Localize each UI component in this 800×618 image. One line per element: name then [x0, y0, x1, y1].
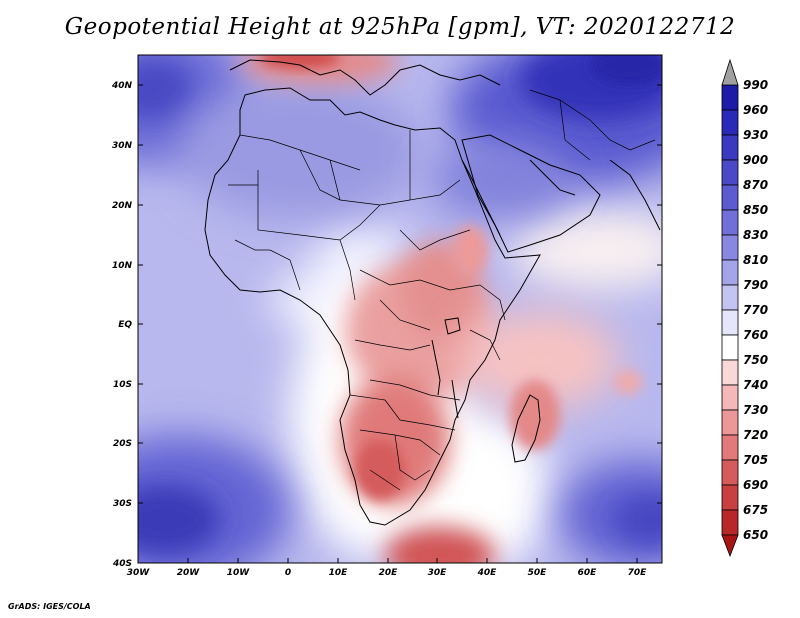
colorbar-label: 930 [743, 128, 768, 142]
southern-african-low [385, 527, 495, 563]
madagascar-low [510, 380, 560, 450]
colorbar-label: 705 [743, 453, 768, 467]
colorbar-label: 740 [743, 378, 768, 392]
lat-label: 10N [112, 261, 133, 271]
height-field [138, 55, 662, 563]
colorbar-label: 720 [743, 428, 768, 442]
lat-label: 30S [113, 499, 132, 509]
lon-label: 10W [227, 568, 251, 578]
colorbar-boxes [721, 84, 739, 536]
lat-label: 20N [112, 201, 133, 211]
lon-label: 70E [628, 568, 648, 578]
lake-tanganyika [431, 339, 441, 396]
red-sea [461, 159, 501, 236]
lat-label: 40N [111, 81, 133, 91]
lat-label: 40S [112, 559, 132, 569]
low-pressure [240, 55, 642, 563]
lake-victoria [444, 317, 461, 335]
colorbar-label: 690 [743, 478, 768, 492]
lat-labels: 40N 30N 20N 10N EQ 10S 20S 30S 40S [111, 81, 133, 569]
lon-label: 30E [428, 568, 448, 578]
map-title: Geopotential Height at 925hPa [gpm], VT:… [64, 14, 736, 40]
lon-label: 20E [379, 568, 399, 578]
colorbar-label: 810 [743, 253, 768, 267]
colorbar-box [721, 159, 739, 186]
colorbar-label: 790 [743, 278, 768, 292]
colorbar-box [721, 459, 739, 486]
lon-label: 30W [127, 568, 151, 578]
colorbar-label: 650 [743, 528, 768, 542]
lon-label: 20W [177, 568, 201, 578]
colorbar-box [721, 184, 739, 211]
coastlines [204, 59, 661, 526]
colorbar-label: 750 [743, 353, 768, 367]
colorbar-top-arrow [721, 58, 739, 86]
lake-malawi [451, 379, 459, 419]
lon-label: 50E [528, 568, 548, 578]
colorbar-box [721, 484, 739, 511]
colorbar: 990 960 930 900 870 850 830 810 790 770 … [721, 58, 768, 558]
colorbar-label: 760 [743, 328, 768, 342]
lon-label: 60E [578, 568, 598, 578]
colorbar-label: 730 [743, 403, 768, 417]
madagascar [511, 394, 541, 463]
colorbar-box [721, 409, 739, 436]
colorbar-label: 770 [743, 303, 768, 317]
colorbar-box [721, 234, 739, 261]
colorbar-box [721, 384, 739, 411]
grads-credit: GrADS: IGES/COLA [8, 602, 91, 611]
colorbar-box [721, 109, 739, 136]
lon-label: 10E [329, 568, 349, 578]
lat-label: EQ [118, 320, 132, 330]
colorbar-box [721, 509, 739, 536]
lon-label: 0 [285, 568, 291, 578]
persian-gulf [529, 159, 576, 196]
colorbar-box [721, 334, 739, 361]
lat-axis [138, 84, 662, 504]
colorbar-label: 870 [743, 178, 768, 192]
east-african-low [460, 310, 620, 410]
map-frame [137, 54, 663, 564]
colorbar-label: 830 [743, 228, 768, 242]
colorbar-labels: 990 960 930 900 870 850 830 810 790 770 … [743, 78, 768, 542]
colorbar-label: 960 [743, 103, 768, 117]
colorbar-box [721, 84, 739, 111]
lat-label: 30N [112, 141, 133, 151]
colorbar-box [721, 434, 739, 461]
europe-coast [229, 59, 501, 96]
colorbar-label: 675 [743, 503, 768, 517]
colorbar-box [721, 309, 739, 336]
africa-coastline [204, 87, 541, 526]
colorbar-box [721, 209, 739, 236]
colorbar-box [721, 259, 739, 286]
colorbar-box [721, 134, 739, 161]
colorbar-label: 990 [743, 78, 768, 92]
india-coast [609, 159, 661, 231]
lat-label: 10S [113, 380, 132, 390]
colorbar-label: 900 [743, 153, 768, 167]
lat-label: 20S [113, 439, 132, 449]
borders [228, 89, 656, 491]
colorbar-box [721, 284, 739, 311]
colorbar-box [721, 359, 739, 386]
lon-axis [187, 558, 638, 563]
lon-labels: 30W 20W 10W 0 10E 20E 30E 40E 50E 60E 70… [127, 568, 647, 578]
colorbar-bottom-arrow [721, 534, 739, 558]
lon-label: 40E [477, 568, 498, 578]
colorbar-label: 850 [743, 203, 768, 217]
